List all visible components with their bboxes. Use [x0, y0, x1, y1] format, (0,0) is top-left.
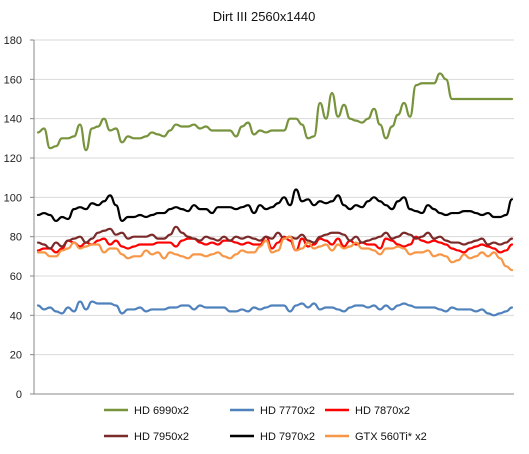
series-line-hd-7970x2	[36, 188, 514, 223]
y-tick-label: 140	[4, 114, 22, 126]
legend-label-hd-7870x2: HD 7870x2	[355, 405, 410, 417]
series-lines	[36, 72, 514, 317]
legend: HD 6990x2 HD 7770x2 HD 7870x2 HD 7950x2 HD 7…	[104, 405, 427, 443]
y-tick-label: 180	[4, 35, 22, 47]
series-line-hd-7770x2	[36, 300, 514, 317]
y-tick-label: 40	[10, 310, 22, 322]
y-tick-label: 160	[4, 74, 22, 86]
y-tick-label: 60	[10, 271, 22, 283]
series-line-gtx-560ti-x2	[36, 235, 514, 272]
y-tick-label: 80	[10, 232, 22, 244]
chart-title: Dirt III 2560x1440	[213, 9, 316, 24]
series-line-hd-6990x2	[36, 72, 514, 152]
y-tick-label: 120	[4, 153, 22, 165]
y-tick-label: 0	[16, 389, 22, 401]
gridlines	[34, 39, 514, 356]
legend-label-hd-7770x2: HD 7770x2	[260, 405, 315, 417]
y-tick-label: 100	[4, 192, 22, 204]
legend-label-hd-6990x2: HD 6990x2	[134, 405, 189, 417]
series-line-hd-7870x2	[36, 235, 514, 254]
y-tick-label: 20	[10, 350, 22, 362]
axes: 0 20 40 60 80 100 120 140 160 180	[4, 35, 514, 401]
legend-label-hd-7950x2: HD 7950x2	[134, 431, 189, 443]
series-line-hd-7950x2	[36, 225, 514, 250]
legend-label-gtx-560ti-x2: GTX 560Ti* x2	[355, 431, 427, 443]
legend-label-hd-7970x2: HD 7970x2	[260, 431, 315, 443]
